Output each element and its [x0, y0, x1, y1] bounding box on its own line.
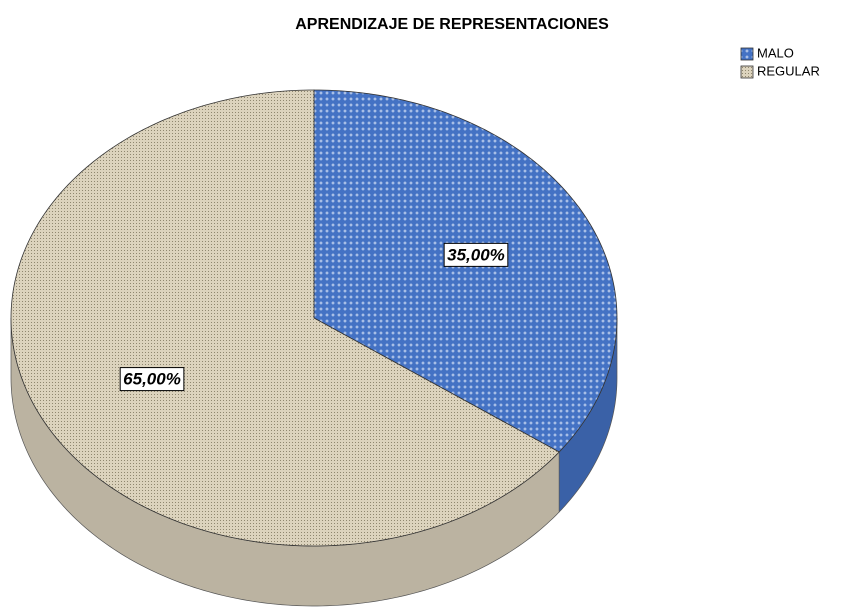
data-label-text: 65,00% — [123, 370, 181, 389]
legend-swatch — [740, 65, 754, 79]
data-label-box — [119, 367, 185, 392]
legend-label: REGULAR — [757, 63, 820, 78]
legend-swatch — [740, 47, 754, 61]
pie-slice — [313, 89, 618, 453]
data-label: 35,00% — [443, 242, 509, 267]
chart-title: APRENDIZAJE DE REPRESENTACIONES — [295, 16, 609, 33]
data-label: 65,00% — [119, 367, 185, 392]
data-label-text: 35,00% — [447, 245, 505, 264]
pie-slice — [10, 89, 560, 547]
legend-label: MALO — [757, 45, 794, 60]
data-label-box — [443, 242, 509, 267]
